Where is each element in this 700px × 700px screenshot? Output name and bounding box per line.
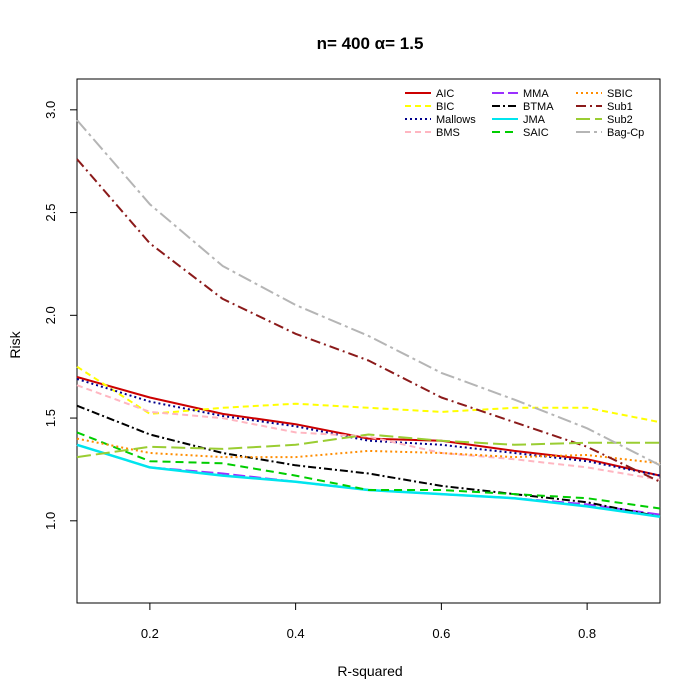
y-tick-label: 1.5 [43, 409, 58, 427]
series-line-bag-cp [76, 119, 661, 467]
y-tick-label: 3.0 [43, 101, 58, 119]
series-line-mallows [76, 378, 661, 477]
x-axis-label: R-squared [337, 663, 402, 679]
plot-border [76, 78, 661, 604]
x-tick-label: 0.2 [141, 626, 159, 641]
legend-label: Bag-Cp [607, 127, 644, 139]
series-line-bic [76, 365, 661, 424]
legend-label: JMA [523, 114, 546, 126]
legend-item: AIC [405, 88, 454, 100]
x-tick-label: 0.8 [578, 626, 596, 641]
legend-item: SAIC [492, 127, 549, 139]
legend-label: AIC [436, 88, 454, 100]
y-axis-label: Risk [7, 330, 23, 358]
legend-label: Mallows [436, 114, 476, 126]
legend-label: Sub2 [607, 114, 633, 126]
legend-item: Mallows [405, 114, 476, 126]
legend-label: BIC [436, 101, 454, 113]
series-line-bms [76, 384, 661, 481]
legend-label: SBIC [607, 88, 633, 100]
legend-label: BTMA [523, 101, 554, 113]
y-tick-label: 2.0 [43, 306, 58, 324]
chart-title: n= 400 α= 1.5 [317, 34, 424, 53]
legend-label: BMS [436, 127, 460, 139]
series-lines [76, 119, 661, 518]
legend-item: Bag-Cp [576, 127, 644, 139]
legend-item: BMS [405, 127, 460, 139]
x-axis: 0.2 0.4 0.6 0.8 [141, 603, 596, 641]
legend-item: JMA [492, 114, 546, 126]
legend-item: Sub2 [576, 114, 633, 126]
y-tick-label: 1.0 [43, 512, 58, 530]
series-line-btma [76, 404, 661, 518]
legend-item: BTMA [492, 101, 554, 113]
y-tick-label: 2.5 [43, 204, 58, 222]
series-line-saic [76, 431, 661, 510]
legend-item: MMA [492, 88, 549, 100]
series-line-jma [76, 443, 661, 518]
legend-label: SAIC [523, 127, 549, 139]
x-tick-label: 0.6 [432, 626, 450, 641]
legend-label: Sub1 [607, 101, 633, 113]
series-line-sub2 [76, 433, 660, 459]
x-tick-label: 0.4 [287, 626, 305, 641]
legend-item: BIC [405, 101, 454, 113]
plot-frame [76, 78, 661, 604]
legend-item: SBIC [576, 88, 633, 100]
legend-item: Sub1 [576, 101, 633, 113]
y-axis: 1.0 1.5 2.0 2.5 3.0 [43, 101, 77, 530]
legend-label: MMA [523, 88, 549, 100]
series-line-sub1 [76, 158, 661, 483]
series-line-aic [76, 376, 661, 477]
